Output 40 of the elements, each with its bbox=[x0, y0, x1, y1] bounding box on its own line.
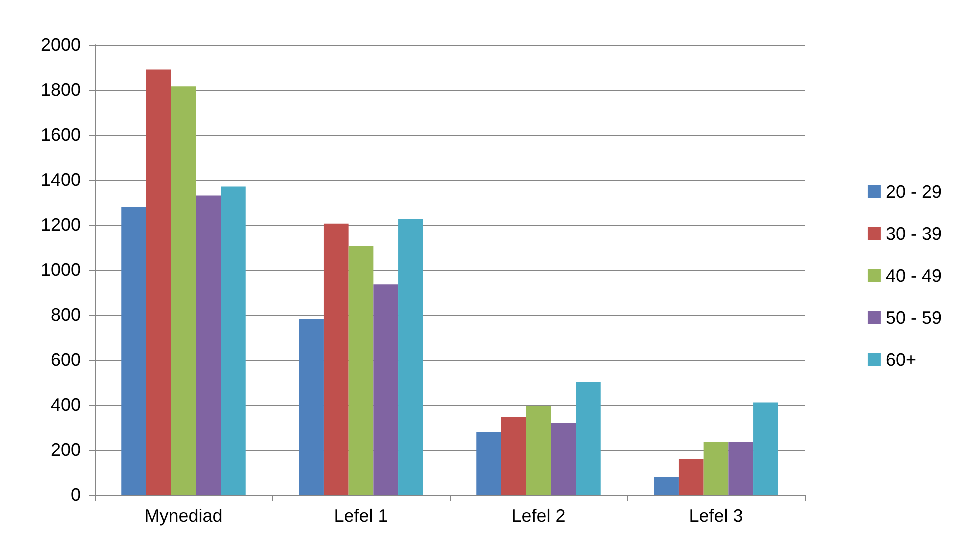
bar bbox=[654, 477, 679, 495]
legend-label: 40 - 49 bbox=[886, 266, 942, 286]
y-tick-label: 2000 bbox=[40, 35, 81, 55]
bar bbox=[476, 432, 502, 495]
bar bbox=[501, 417, 526, 495]
legend-label: 30 - 39 bbox=[886, 224, 942, 244]
bar bbox=[196, 196, 222, 495]
legend-label: 60+ bbox=[886, 350, 917, 370]
bar bbox=[221, 186, 246, 495]
bar bbox=[324, 224, 349, 495]
y-tick-label: 800 bbox=[50, 305, 81, 325]
bar bbox=[348, 246, 374, 495]
y-tick-label: 1000 bbox=[40, 260, 81, 280]
bar bbox=[122, 207, 146, 495]
bar bbox=[551, 423, 576, 495]
y-tick-label: 0 bbox=[70, 485, 81, 505]
bar bbox=[704, 442, 729, 495]
bar bbox=[728, 442, 754, 495]
x-tick-label: Mynediad bbox=[144, 506, 223, 526]
bar bbox=[374, 284, 399, 495]
bar bbox=[576, 382, 601, 495]
y-tick-label: 1600 bbox=[40, 125, 81, 145]
bar bbox=[171, 86, 196, 495]
x-tick-label: Lefel 1 bbox=[334, 506, 388, 526]
legend-label: 20 - 29 bbox=[886, 182, 942, 202]
bar bbox=[398, 219, 424, 495]
y-tick-label: 200 bbox=[50, 440, 81, 460]
y-tick-label: 600 bbox=[50, 350, 81, 370]
legend-label: 50 - 59 bbox=[886, 308, 942, 328]
bar bbox=[754, 402, 778, 495]
y-tick-label: 1200 bbox=[40, 215, 81, 235]
x-tick-label: Lefel 2 bbox=[512, 506, 566, 526]
y-tick-label: 1800 bbox=[40, 80, 81, 100]
bar bbox=[526, 406, 552, 495]
x-tick-label: Lefel 3 bbox=[689, 506, 744, 526]
bar bbox=[146, 70, 172, 495]
bar bbox=[678, 459, 704, 495]
bar bbox=[299, 320, 324, 495]
y-tick-label: 400 bbox=[50, 395, 81, 415]
y-tick-label: 1400 bbox=[40, 170, 81, 190]
